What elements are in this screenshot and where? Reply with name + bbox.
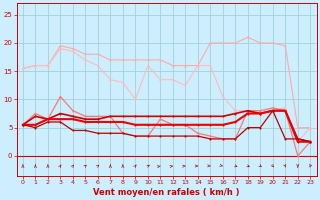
X-axis label: Vent moyen/en rafales ( km/h ): Vent moyen/en rafales ( km/h ): [93, 188, 240, 197]
